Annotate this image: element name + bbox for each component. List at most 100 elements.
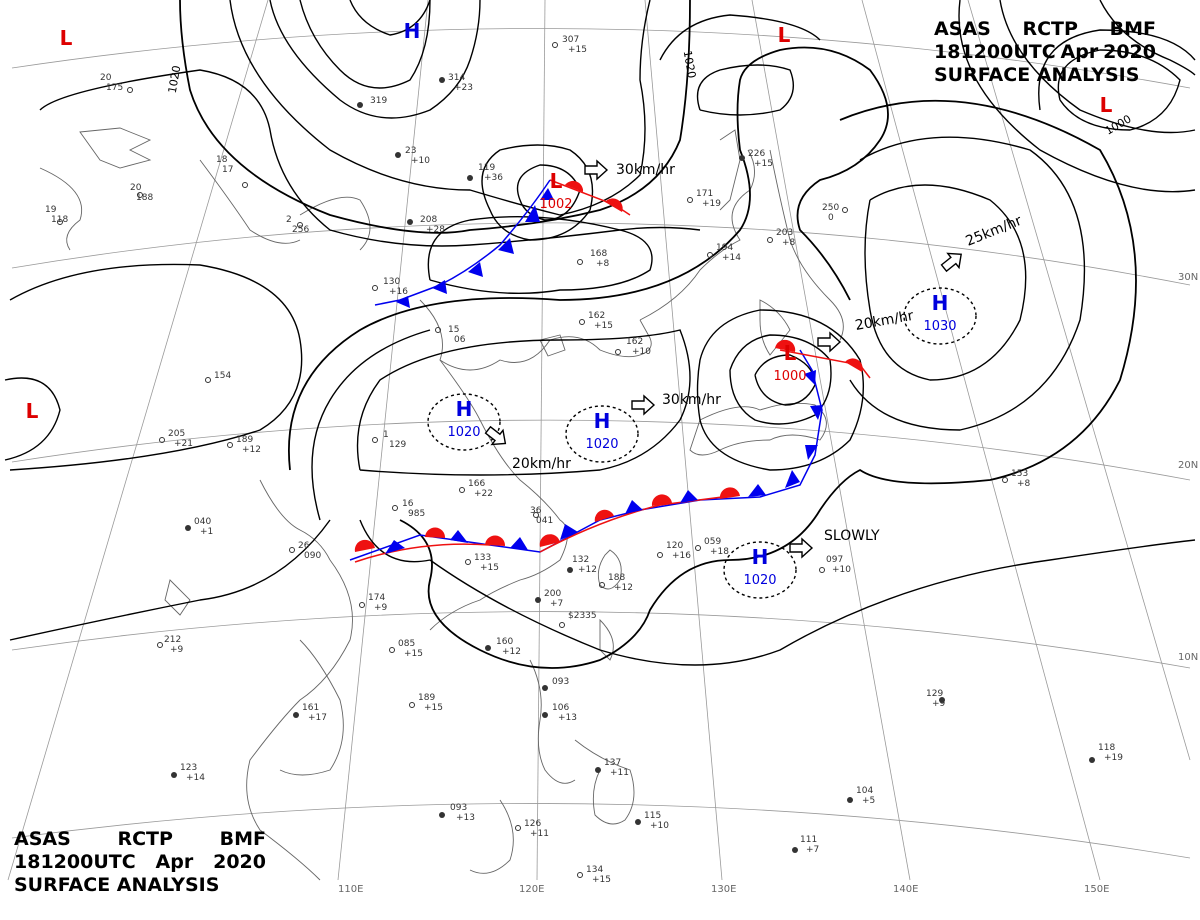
station-observation: 319	[370, 96, 387, 106]
central-pressure-label: 1030	[923, 319, 956, 334]
station-observation: 085+15	[398, 639, 423, 659]
station-value: +10	[650, 821, 669, 831]
station-value: 06	[454, 335, 466, 345]
station-observation: 162+15	[588, 311, 613, 331]
station-value: +22	[474, 489, 493, 499]
station-value: +1	[200, 527, 213, 537]
station-value: 118	[1098, 743, 1115, 753]
station-value: 166	[468, 479, 485, 489]
station-value: +10	[632, 347, 651, 357]
longitude-label: 150E	[1084, 884, 1109, 895]
station-value: 307	[562, 35, 579, 45]
station-value: +28	[426, 225, 445, 235]
station-value: 319	[370, 96, 387, 106]
station-value: +15	[404, 649, 423, 659]
station-value: 175	[106, 83, 123, 93]
station-value: 188	[608, 573, 625, 583]
high-pressure-marker: H	[932, 291, 949, 315]
station-observation: 160+12	[496, 637, 521, 657]
station-value: 250	[822, 203, 839, 213]
station-value: 097	[826, 555, 843, 565]
station-observation: 208+28	[420, 215, 445, 235]
station-value: +9	[374, 603, 388, 613]
movement-arrow	[584, 159, 609, 181]
station-value: +7	[806, 845, 819, 855]
header-code: BMF	[1109, 18, 1156, 40]
station-observation: 314+23	[448, 73, 473, 93]
movement-arrow	[789, 537, 814, 559]
station-observation: 132+12	[572, 555, 597, 575]
station-value: 26	[298, 541, 310, 551]
movement-arrow	[631, 394, 656, 416]
station-value: 119	[478, 163, 495, 173]
station-observation: 171+19	[696, 189, 721, 209]
movement-arrow	[817, 331, 842, 353]
high-pressure-cell-outline	[427, 393, 501, 451]
station-value: +14	[186, 773, 205, 783]
station-value: +15	[424, 703, 443, 713]
longitude-labels: 110E 120E 130E 140E 150E	[338, 884, 1109, 895]
station-value: 106	[552, 703, 569, 713]
station-observation: 162+10	[626, 337, 651, 357]
low-pressure-marker: L	[784, 341, 797, 365]
isobar-value-label: 1020	[681, 49, 699, 79]
station-value: 174	[368, 593, 385, 603]
station-value: 118	[51, 215, 68, 225]
station-observation: 059+18	[704, 537, 729, 557]
longitude-label: 130E	[711, 884, 736, 895]
station-value: +15	[754, 159, 773, 169]
station-value: +15	[568, 45, 587, 55]
station-value: 111	[800, 835, 817, 845]
station-value: +5	[862, 796, 875, 806]
station-value: 130	[383, 277, 400, 287]
header-year: 2020	[213, 851, 266, 873]
station-observation: 212+9	[164, 635, 184, 655]
lat-lon-grid	[7, 0, 1191, 881]
station-value: 19	[45, 205, 57, 215]
station-value: +8	[782, 238, 796, 248]
header-agency: ASAS	[14, 828, 71, 850]
high-pressure-marker: H	[456, 397, 473, 421]
station-observation: 226+15	[748, 149, 773, 169]
station-value: +11	[610, 768, 629, 778]
high-pressure-cell-outline	[723, 541, 797, 599]
station-observation: 194+14	[716, 243, 741, 263]
station-value: 189	[236, 435, 253, 445]
station-value: +10	[832, 565, 851, 575]
station-observation: 189+12	[236, 435, 261, 455]
station-value: +7	[550, 599, 563, 609]
station-value: +18	[710, 547, 729, 557]
station-value: 132	[572, 555, 589, 565]
latitude-label: 10N	[1178, 652, 1198, 663]
station-value: 123	[180, 763, 197, 773]
station-value: 20	[100, 73, 112, 83]
low-pressure-marker: L	[550, 169, 563, 193]
station-value: 162	[626, 337, 643, 347]
station-value: +16	[389, 287, 408, 297]
station-value: 171	[696, 189, 713, 199]
isobars	[4, 0, 1196, 669]
station-value: 161	[302, 703, 319, 713]
header-month: Apr	[1060, 41, 1099, 63]
station-value: 153	[1011, 469, 1028, 479]
station-value: +12	[578, 565, 597, 575]
header-time: 181200UTC	[14, 851, 136, 873]
station-value: 188	[136, 193, 153, 203]
station-observation: 133+15	[474, 553, 499, 573]
station-value: 115	[644, 811, 661, 821]
station-value: 093	[552, 677, 569, 687]
station-value: 18	[216, 155, 228, 165]
isobar-value-label: 1020	[166, 64, 184, 94]
station-value: 194	[716, 243, 733, 253]
cold-front-triangles	[385, 188, 823, 554]
station-value: 059	[704, 537, 721, 547]
header-station: RCTP	[1022, 18, 1078, 40]
station-value: +36	[484, 173, 503, 183]
station-observation: 134+15	[586, 865, 611, 885]
station-value: 212	[164, 635, 181, 645]
